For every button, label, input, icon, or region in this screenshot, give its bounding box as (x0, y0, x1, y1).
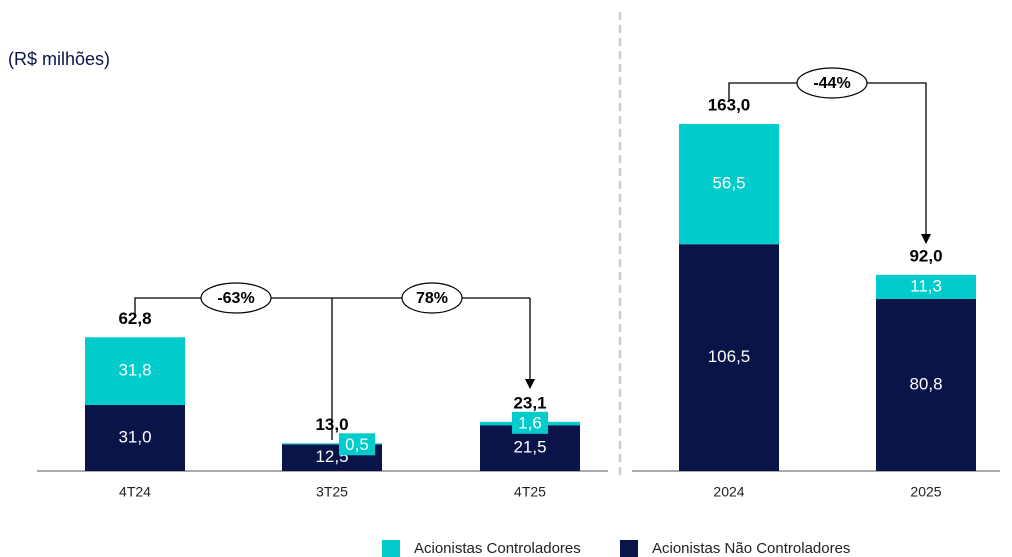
bar-segment (85, 337, 185, 405)
annotation-text: -63% (217, 290, 254, 307)
annotation-oval (796, 67, 868, 99)
annotation: -44% (796, 67, 868, 99)
x-tick-label: 4T25 (514, 484, 546, 500)
bar-segment (85, 404, 185, 471)
data-label: 21,5 (513, 438, 546, 457)
bar-segment (679, 123, 779, 245)
data-label: 11,3 (910, 276, 942, 295)
annotation: -63% (200, 282, 272, 314)
annotation: 78% (401, 282, 463, 314)
x-tick-label: 4T24 (119, 484, 151, 500)
brackets (134, 82, 931, 440)
total-label: 62,8 (118, 309, 151, 328)
annotation-text: -44% (813, 75, 850, 92)
data-label: 31,8 (118, 361, 151, 380)
label-box (339, 433, 375, 456)
bar-segment (876, 274, 976, 299)
legend-swatch (382, 540, 400, 557)
label-box (512, 411, 548, 434)
annotation-oval (401, 282, 463, 314)
legend-label: Acionistas Controladores (414, 540, 581, 557)
x-tick-label: 3T25 (316, 484, 348, 500)
data-label: 56,5 (712, 174, 745, 193)
subtitle: (R$ milhões) (8, 49, 110, 69)
data-label: 106,5 (708, 347, 751, 366)
legend-label: Acionistas Não Controladores (652, 540, 850, 557)
data-label: 0,5 (345, 435, 369, 454)
legend-swatch (620, 540, 638, 557)
bar-segment (679, 244, 779, 471)
total-label: 13,0 (315, 415, 348, 434)
annotation-text: 78% (416, 290, 448, 307)
x-tick-label: 2024 (713, 484, 744, 500)
annotation-oval (200, 282, 272, 314)
x-tick-label: 2025 (910, 484, 941, 500)
total-label: 23,1 (513, 393, 546, 412)
data-label: 80,8 (909, 374, 942, 393)
bar-segment (876, 298, 976, 471)
total-label: 92,0 (909, 247, 942, 266)
total-label: 163,0 (708, 95, 751, 114)
data-label: 31,0 (118, 427, 151, 446)
bracket (134, 297, 530, 315)
bar-segment (282, 443, 382, 445)
data-label: 1,6 (518, 413, 542, 432)
